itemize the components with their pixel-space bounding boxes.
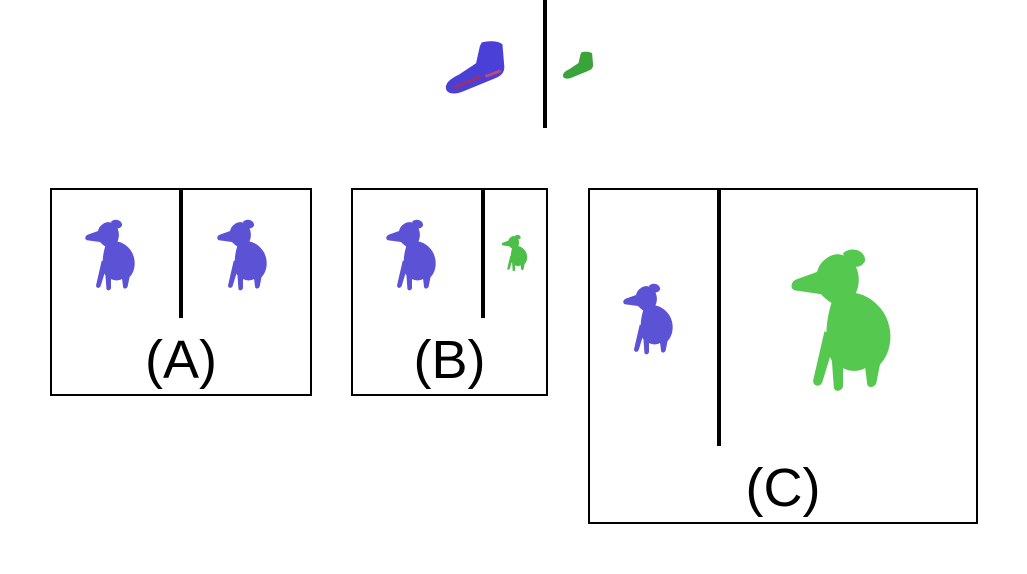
panel-label: (B) (413, 330, 486, 390)
dog-icon (782, 246, 904, 394)
pair-divider (481, 190, 485, 318)
dog-icon (82, 218, 140, 292)
pair-divider (179, 190, 183, 318)
sneaker-icon (444, 36, 510, 98)
pair-divider (717, 190, 721, 446)
panel-label: (C) (745, 458, 821, 518)
panel-b: (B) (351, 188, 548, 396)
sneaker-icon (562, 48, 596, 82)
dog-icon (214, 218, 272, 292)
dog-icon (499, 234, 531, 272)
pair-divider (543, 0, 547, 128)
top-example (430, 0, 620, 130)
panel-c: (C) (588, 188, 978, 524)
panel-label: (A) (145, 330, 217, 390)
dog-icon (383, 218, 441, 292)
panel-a: (A) (50, 188, 312, 396)
dog-icon (620, 282, 678, 356)
